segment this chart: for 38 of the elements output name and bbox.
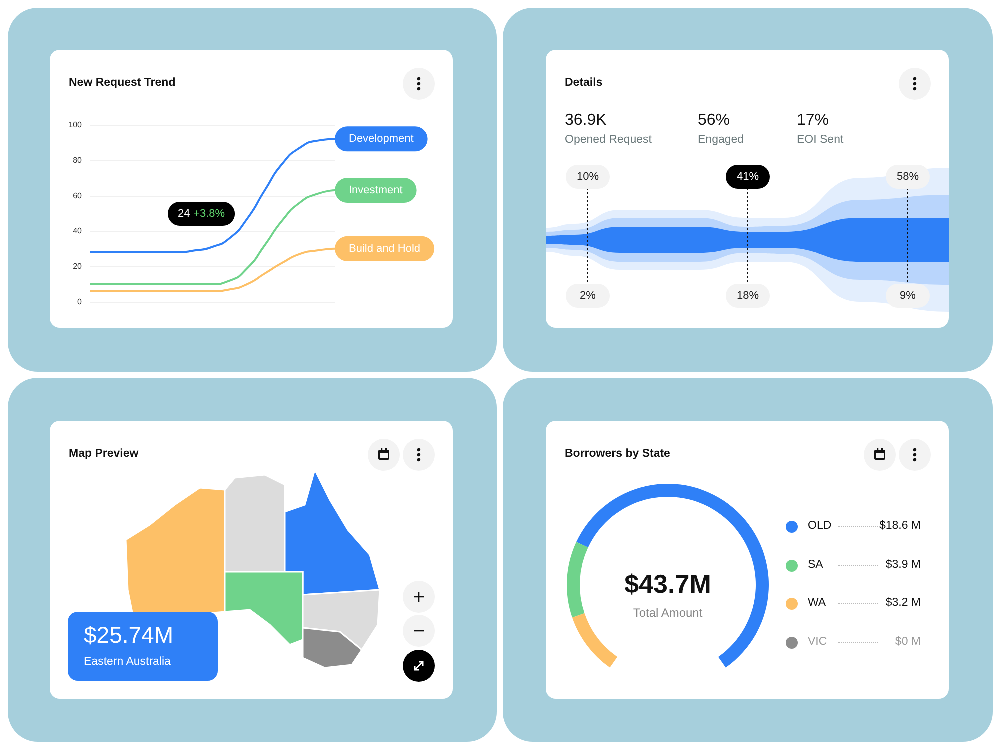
- text: 41%: [726, 165, 770, 189]
- data-label: $3.2 M: [886, 597, 921, 609]
- legend-label: WA: [808, 597, 826, 609]
- text: 10%: [566, 165, 610, 189]
- legend-label: OLD: [808, 520, 832, 532]
- text: 18%: [726, 284, 770, 308]
- text: Eastern Australia: [84, 656, 171, 668]
- y-tick-label: 0: [78, 298, 83, 306]
- y-tick-label: 80: [73, 156, 83, 165]
- text: 17%: [797, 112, 830, 130]
- series-label: Build and Hold: [349, 242, 421, 255]
- chart-title: Borrowers by State: [565, 448, 670, 460]
- y-tick-label: 40: [73, 226, 83, 236]
- text: $43.7M: [624, 569, 712, 600]
- y-tick-label: 60: [73, 191, 83, 200]
- y-tick-label: 20: [73, 262, 83, 272]
- text: Details: [565, 77, 603, 89]
- legend-label: VIC: [808, 636, 828, 648]
- text: EOI Sent: [797, 134, 844, 146]
- text: 2%: [566, 284, 610, 308]
- text: $25.74M: [84, 622, 174, 649]
- series-label: Investment: [349, 184, 403, 196]
- text: 56%: [698, 112, 730, 130]
- text: Engaged: [698, 134, 744, 146]
- series-label: Development: [349, 133, 414, 146]
- chart-title: New Request Trend: [69, 77, 176, 89]
- text: 36.9K: [565, 112, 607, 130]
- text: Total Amount: [632, 606, 704, 620]
- text: Map Preview: [69, 448, 139, 460]
- annotation: 24 +3.8%: [178, 208, 226, 220]
- data-label: $3.9 M: [886, 558, 921, 570]
- text: Opened Request: [565, 134, 652, 146]
- text: $0 M: [895, 636, 921, 648]
- text: 58%: [886, 165, 930, 189]
- legend-label: SA: [808, 558, 824, 570]
- data-label: $18.6 M: [879, 520, 921, 532]
- text: 9%: [886, 284, 930, 308]
- y-tick-label: 100: [68, 120, 83, 130]
